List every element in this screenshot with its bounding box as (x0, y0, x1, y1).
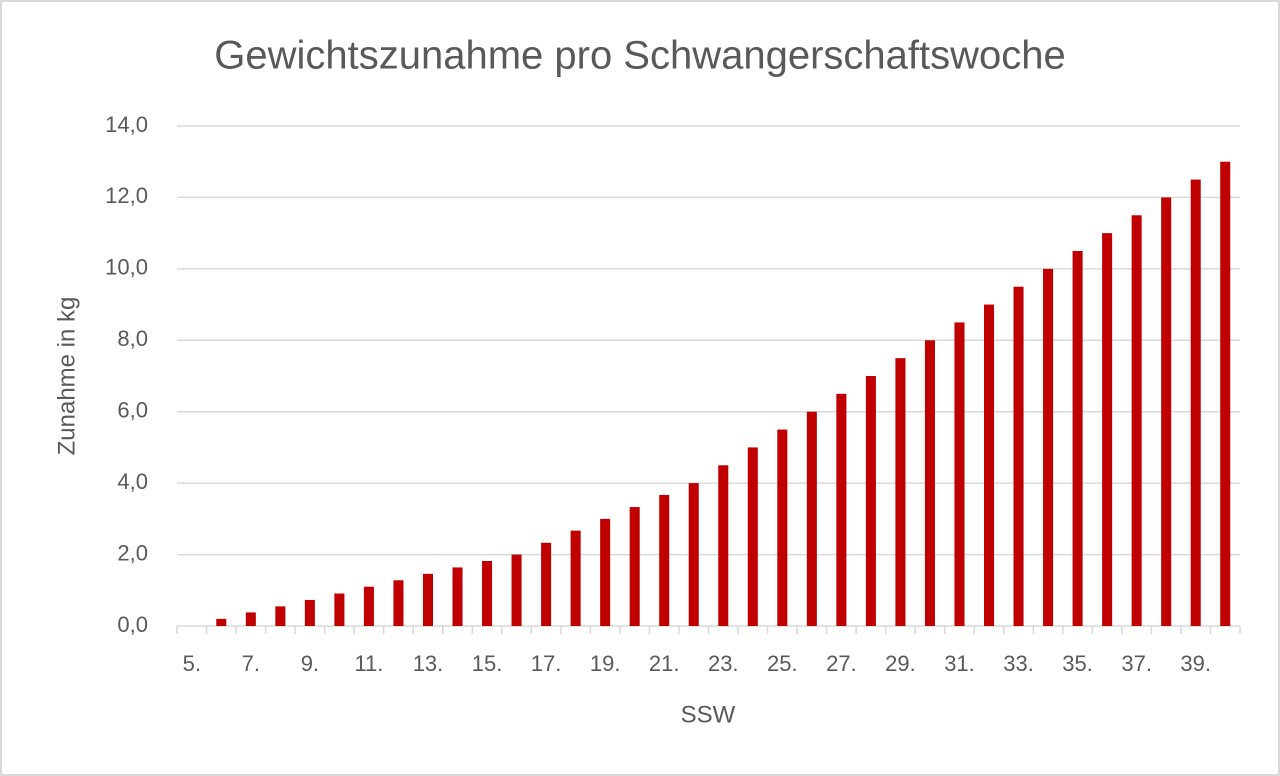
bar (1102, 233, 1113, 626)
bar (954, 322, 965, 626)
bar (1190, 179, 1201, 627)
x-tick-label: 29. (885, 651, 916, 676)
y-tick-label: 10,0 (105, 255, 148, 280)
bar (983, 304, 995, 626)
bar (216, 618, 227, 626)
y-tick-label: 8,0 (117, 326, 148, 351)
bar (452, 567, 463, 626)
x-tick-label: 37. (1121, 651, 1152, 676)
bar (836, 393, 847, 626)
x-axis-label: SSW (681, 701, 736, 728)
x-tick-label: 25. (767, 651, 798, 676)
x-tick-label: 5. (183, 651, 201, 676)
bar (334, 593, 345, 626)
bar (1161, 197, 1172, 626)
x-tick-label: 33. (1003, 651, 1034, 676)
bar (570, 530, 581, 626)
x-tick-label: 7. (242, 651, 260, 676)
bar (1072, 251, 1083, 626)
x-tick-label: 13. (413, 651, 444, 676)
bar (806, 411, 817, 626)
bar (659, 494, 670, 626)
bar (363, 586, 374, 626)
bar (895, 358, 906, 626)
bar (393, 580, 404, 626)
chart-title: Gewichtszunahme pro Schwangerschaftswoch… (214, 34, 1066, 78)
y-tick-label: 14,0 (105, 112, 148, 137)
bar (1131, 215, 1142, 627)
bar (924, 340, 935, 626)
bar (245, 612, 256, 626)
bar (865, 376, 876, 626)
bar (511, 554, 522, 626)
x-tick-label: 31. (944, 651, 975, 676)
bar (541, 542, 552, 626)
bar (718, 465, 729, 626)
bar (1013, 286, 1024, 626)
bar (422, 573, 434, 626)
bar (629, 507, 640, 626)
x-tick-label: 21. (649, 651, 680, 676)
y-tick-label: 6,0 (117, 398, 148, 423)
x-tick-label: 9. (301, 651, 319, 676)
bar (275, 606, 286, 626)
y-tick-label: 0,0 (117, 612, 148, 637)
x-tick-label: 27. (826, 651, 857, 676)
x-tick-label: 11. (354, 651, 383, 676)
x-tick-label: 35. (1062, 651, 1093, 676)
x-tick-label: 15. (472, 651, 503, 676)
bar (747, 447, 758, 626)
x-tick-label: 39. (1180, 651, 1211, 676)
x-tick-label: 23. (708, 651, 739, 676)
x-tick-label: 17. (531, 651, 562, 676)
y-axis-label: Zunahme in kg (53, 297, 80, 456)
y-tick-label: 2,0 (117, 540, 148, 565)
y-tick-label: 4,0 (117, 469, 148, 494)
bar (482, 561, 493, 626)
x-tick-label: 19. (590, 651, 621, 676)
bar (304, 599, 315, 626)
bar (1220, 161, 1231, 626)
bar (1043, 268, 1054, 626)
bar (600, 518, 611, 626)
y-tick-label: 12,0 (105, 183, 148, 208)
bar (688, 483, 699, 626)
bar (777, 429, 788, 626)
